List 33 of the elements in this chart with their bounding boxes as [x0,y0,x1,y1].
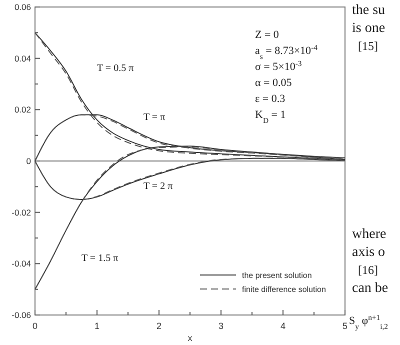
y-tick-label: 0.06 [14,2,32,12]
annotation: ε = 0.3 [255,93,286,105]
y-tick-label: 0.04 [14,53,32,64]
x-tick-label: 2 [156,321,162,331]
text: can be [352,281,388,296]
annotation: K$_{D}$ = 1 [255,109,286,124]
annotation: T = 1.5 π [82,253,118,264]
y-tick-label: -0.04 [12,258,32,269]
y-tick-label: 0.02 [14,104,32,115]
x-axis-title: x [188,333,193,343]
annotation: T = 2 π [144,181,173,192]
y-tick-label: 0 [26,156,32,166]
annotation: T = 0.5 π [97,63,134,74]
x-tick-label: 5 [342,321,348,331]
y-tick-label: -0.02 [12,207,32,218]
annotation: T = π [144,112,166,123]
x-tick-label: 1 [94,321,100,331]
text: the su [352,3,386,18]
annotation: σ = 5×10$^{-3}$ [255,58,302,73]
text: [15] [358,39,378,53]
x-tick-label: 0 [32,321,38,331]
text: [16] [358,263,378,277]
x-tick-label: 4 [280,321,286,331]
text: where [352,227,386,242]
text: is one [352,21,386,36]
legend-label: finite difference solution [242,285,326,294]
annotation: α = 0.05 [255,77,292,89]
annotation: a$_{s}$ = 8.73×10$^{-4}$ [255,42,318,60]
text: axis o [352,245,386,260]
annotation: Z = 0 [255,29,280,41]
y-tick-label: -0.06 [12,310,32,320]
legend-label: the present solution [242,271,312,280]
x-tick-label: 3 [218,321,224,331]
